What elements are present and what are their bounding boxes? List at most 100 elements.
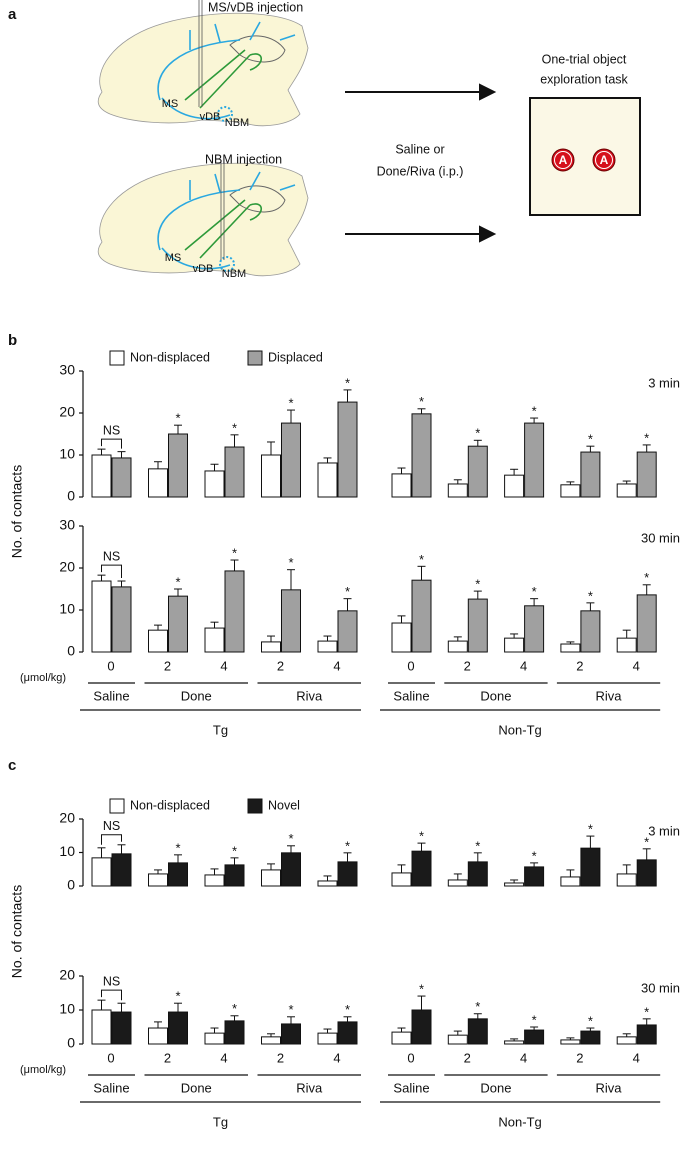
- bar: [636, 859, 657, 887]
- bar: [261, 454, 281, 498]
- significance-mark: *: [232, 843, 237, 858]
- significance-mark: *: [644, 570, 649, 585]
- significance-mark: *: [175, 411, 180, 426]
- bar: [281, 589, 301, 653]
- significance-mark: NS: [103, 423, 120, 437]
- significance-mark: NS: [103, 819, 120, 833]
- bar: [224, 864, 245, 887]
- bar: [337, 610, 358, 653]
- bar: [467, 445, 488, 498]
- legend-swatch: [109, 350, 125, 366]
- bar: [317, 640, 338, 653]
- panel-label: b: [8, 332, 17, 349]
- significance-mark: *: [475, 426, 480, 441]
- bar: [447, 879, 468, 887]
- bar: [91, 580, 112, 653]
- bar: [636, 1024, 657, 1045]
- bar: [391, 622, 412, 653]
- significance-mark: *: [588, 432, 593, 447]
- bar: [580, 1030, 601, 1045]
- object-ring: [595, 151, 613, 169]
- bar: [580, 610, 601, 653]
- bar: [317, 462, 338, 498]
- bar: [148, 468, 168, 498]
- y-tick-label: 20: [59, 810, 75, 826]
- x-tick-label: 2: [277, 1050, 284, 1065]
- significance-mark: NS: [103, 549, 120, 563]
- x-tick-label: 4: [520, 1050, 527, 1065]
- significance-bracket: [101, 564, 122, 579]
- significance-mark: *: [232, 420, 237, 435]
- bar: [616, 1036, 637, 1045]
- region-label: MS: [162, 98, 179, 110]
- significance-mark: NS: [103, 974, 120, 988]
- panel-label: c: [8, 757, 16, 774]
- significance-mark: *: [232, 1001, 237, 1016]
- y-axis-label: No. of contacts: [9, 465, 25, 558]
- bar: [636, 451, 657, 498]
- drug-label: Riva: [296, 1080, 323, 1095]
- bar: [91, 454, 112, 498]
- bar: [391, 872, 412, 887]
- bar: [337, 1021, 358, 1045]
- x-tick-label: 2: [164, 658, 171, 673]
- bar: [148, 629, 168, 653]
- bar: [560, 876, 581, 887]
- brain-drawing: [97, 162, 309, 277]
- drug-label: Done: [480, 1080, 511, 1095]
- y-tick-label: 10: [59, 446, 75, 462]
- object-ring: [554, 151, 572, 169]
- significance-mark: *: [475, 999, 480, 1014]
- y-tick-label: 0: [67, 643, 75, 659]
- legend-label: Novel: [268, 798, 300, 812]
- bar: [204, 1032, 225, 1045]
- bar: [261, 1036, 281, 1045]
- object: [592, 148, 616, 172]
- significance-bracket: [101, 989, 122, 1001]
- bar: [467, 861, 488, 887]
- bar: [204, 470, 225, 498]
- region-label: vDB: [193, 263, 214, 275]
- y-tick-label: 0: [67, 877, 75, 893]
- legend-swatch: [247, 798, 263, 814]
- object-label: A: [559, 153, 568, 167]
- drug-label: Done: [181, 1080, 212, 1095]
- bar: [524, 422, 545, 498]
- x-tick-label: 4: [633, 1050, 640, 1065]
- bar: [411, 1009, 432, 1045]
- y-tick-label: 20: [59, 559, 75, 575]
- x-tick-label: 2: [277, 658, 284, 673]
- task-label: exploration task: [540, 72, 628, 86]
- y-tick-label: 20: [59, 967, 75, 983]
- arena: [529, 97, 641, 216]
- bar: [281, 852, 301, 887]
- x-tick-label: 4: [220, 658, 227, 673]
- significance-mark: *: [419, 394, 424, 409]
- bar: [337, 861, 358, 887]
- time-label: 3 min: [648, 823, 680, 838]
- y-tick-label: 30: [59, 362, 75, 378]
- y-tick-label: 0: [67, 1035, 75, 1051]
- region-label: MS: [165, 252, 182, 264]
- x-tick-label: 4: [333, 658, 340, 673]
- panel-label: a: [8, 6, 17, 23]
- x-unit-label: (μmol/kg): [20, 1064, 66, 1076]
- significance-mark: *: [419, 981, 424, 996]
- legend-swatch: [247, 350, 263, 366]
- bar: [580, 847, 601, 887]
- significance-mark: *: [345, 1002, 350, 1017]
- drug-label: Done: [480, 688, 511, 703]
- bar: [504, 1040, 525, 1045]
- significance-mark: *: [644, 1004, 649, 1019]
- x-tick-label: 0: [107, 658, 114, 673]
- drug-label: Riva: [596, 688, 623, 703]
- significance-mark: *: [345, 375, 350, 390]
- bar: [616, 637, 637, 653]
- brain-drawing: [97, 0, 309, 127]
- x-tick-label: 0: [407, 658, 414, 673]
- significance-bracket: [101, 438, 122, 449]
- significance-mark: *: [532, 1012, 537, 1027]
- bar: [391, 1031, 412, 1045]
- x-tick-label: 2: [576, 658, 583, 673]
- bar: [281, 1023, 301, 1045]
